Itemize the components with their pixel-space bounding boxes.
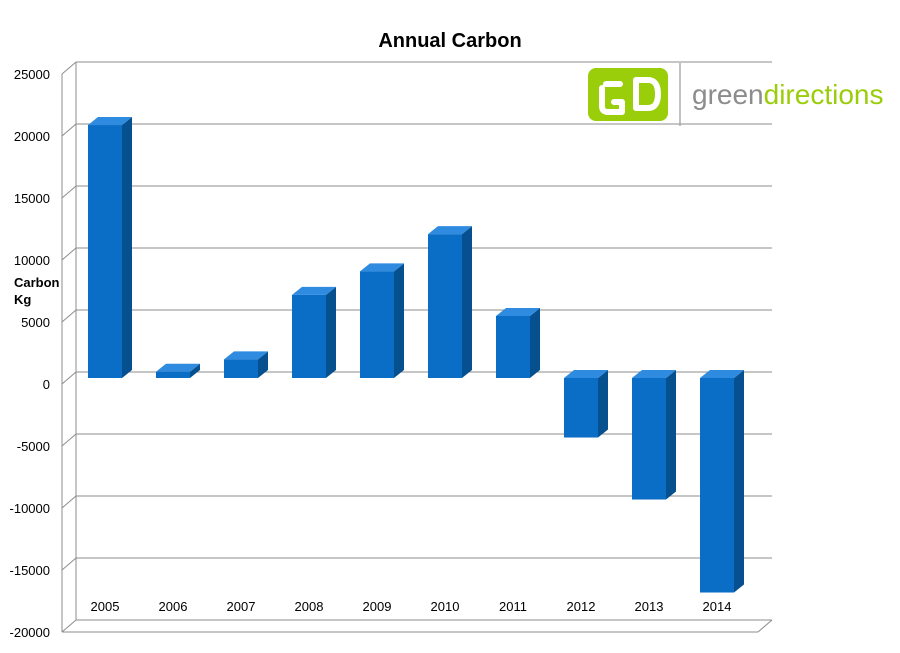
floor-right-edge bbox=[757, 619, 773, 633]
green-directions-logo: greendirections bbox=[588, 63, 883, 126]
y-tick-label: 10000 bbox=[14, 253, 50, 268]
gd-logo-mark-icon bbox=[588, 68, 668, 121]
y-tick-label: -5000 bbox=[17, 439, 50, 454]
gridline-diagonal bbox=[61, 61, 77, 75]
x-category-label: 2006 bbox=[159, 599, 188, 614]
bar-2005 bbox=[88, 117, 132, 378]
bar-top bbox=[292, 286, 336, 295]
bar-side bbox=[666, 370, 676, 500]
bar-top bbox=[88, 117, 132, 126]
brand-wordmark: greendirections bbox=[692, 79, 883, 110]
bar-2008 bbox=[292, 286, 336, 378]
bar-top bbox=[156, 363, 200, 372]
bar-top bbox=[700, 370, 744, 378]
bar-top bbox=[224, 351, 268, 360]
y-tick-label: -15000 bbox=[10, 563, 50, 578]
y-tick-label: 5000 bbox=[21, 315, 50, 330]
bar-side bbox=[462, 226, 472, 378]
gridline-diagonal bbox=[61, 185, 77, 199]
brand-word-directions: directions bbox=[764, 79, 884, 110]
brand-word-green: green bbox=[692, 79, 764, 110]
bar-top bbox=[564, 370, 608, 378]
bar-front bbox=[700, 378, 734, 593]
x-category-label: 2005 bbox=[91, 599, 120, 614]
gridline-diagonal bbox=[61, 495, 77, 509]
bars bbox=[88, 117, 744, 593]
y-axis-label-line2: Kg bbox=[14, 292, 31, 307]
y-tick-label: 25000 bbox=[14, 67, 50, 82]
x-category-label: 2014 bbox=[703, 599, 732, 614]
gridline-diagonal bbox=[61, 557, 77, 571]
x-category-label: 2007 bbox=[227, 599, 256, 614]
gridline-diagonal bbox=[61, 619, 77, 633]
bar-2006 bbox=[156, 363, 200, 378]
bar-front bbox=[496, 316, 530, 378]
bar-side bbox=[394, 263, 404, 378]
bar-side bbox=[122, 117, 132, 378]
bar-2007 bbox=[224, 351, 268, 378]
bar-2014 bbox=[700, 370, 744, 593]
bar-side bbox=[258, 351, 268, 378]
chart-title: Annual Carbon bbox=[378, 30, 521, 52]
x-category-label: 2010 bbox=[431, 599, 460, 614]
bar-front bbox=[428, 234, 462, 378]
bar-front bbox=[88, 125, 122, 378]
y-axis-label-line1: Carbon bbox=[14, 275, 60, 290]
y-tick-label: -20000 bbox=[10, 625, 50, 640]
bar-side bbox=[190, 363, 200, 378]
bar-front bbox=[224, 359, 258, 378]
y-axis-ticks: 25000 20000 15000 10000 5000 0 -5000 -10000 -150… bbox=[10, 67, 50, 640]
x-category-label: 2012 bbox=[567, 599, 596, 614]
bar-front bbox=[292, 294, 326, 378]
bar-top bbox=[428, 226, 472, 235]
gridline-diagonal bbox=[61, 433, 77, 447]
x-category-label: 2008 bbox=[295, 599, 324, 614]
bar-top bbox=[496, 308, 540, 316]
gridlines bbox=[61, 61, 773, 633]
bar-2010 bbox=[428, 226, 472, 378]
gridline-diagonal bbox=[61, 309, 77, 323]
x-category-label: 2009 bbox=[363, 599, 392, 614]
bar-front bbox=[156, 371, 190, 378]
bar-front bbox=[632, 378, 666, 500]
bar-top bbox=[360, 263, 404, 272]
bar-side bbox=[734, 370, 744, 593]
bar-front bbox=[564, 378, 598, 438]
gridline-diagonal bbox=[61, 247, 77, 261]
y-tick-label: 20000 bbox=[14, 129, 50, 144]
y-tick-label: -10000 bbox=[10, 501, 50, 516]
y-tick-label: 15000 bbox=[14, 191, 50, 206]
bar-top bbox=[632, 370, 676, 378]
bar-front bbox=[360, 271, 394, 378]
bar-2012 bbox=[564, 370, 608, 438]
bar-2009 bbox=[360, 263, 404, 378]
x-category-label: 2013 bbox=[635, 599, 664, 614]
bar-2013 bbox=[632, 370, 676, 500]
gridline-diagonal bbox=[61, 371, 77, 385]
bar-side bbox=[598, 370, 608, 438]
bar-side bbox=[326, 286, 336, 378]
gridline-diagonal bbox=[61, 123, 77, 137]
bar-side bbox=[530, 308, 540, 378]
x-axis-categories: 2005 2006 2007 2008 2009 2010 2011 2012 2013 2014 bbox=[91, 599, 732, 614]
bar-2011 bbox=[496, 308, 540, 378]
y-tick-label: 0 bbox=[43, 377, 50, 392]
x-category-label: 2011 bbox=[499, 599, 527, 614]
